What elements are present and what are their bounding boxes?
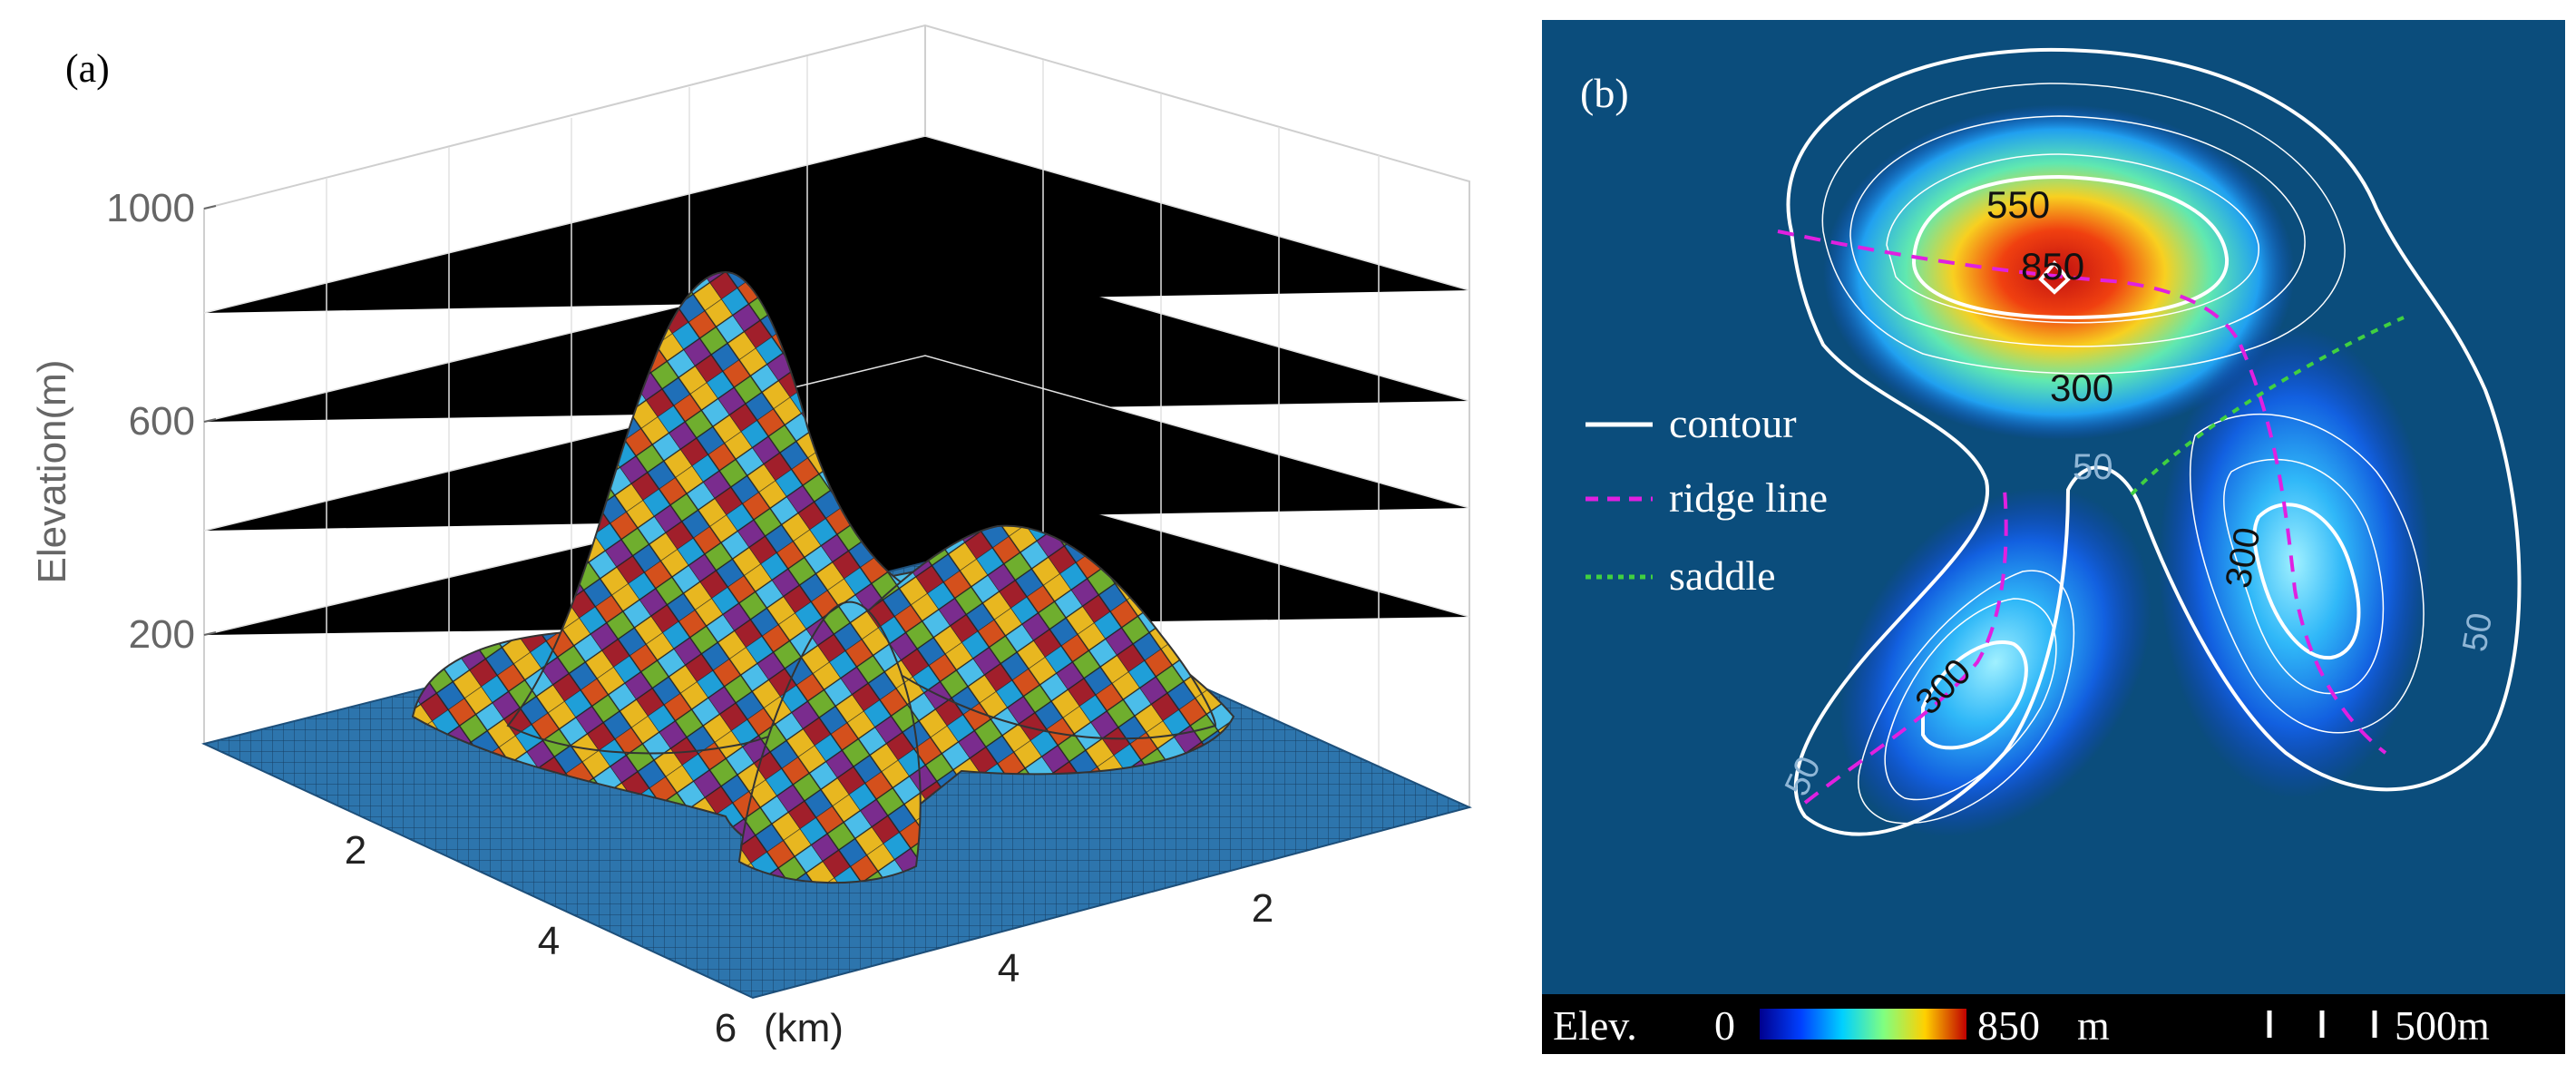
panel-a-label: (a) bbox=[65, 46, 110, 91]
y-tick-2: 2 bbox=[1252, 886, 1273, 931]
panel-a: (a) bbox=[30, 24, 1472, 1050]
z-tick-600: 600 bbox=[129, 399, 195, 444]
legend-saddle-label: saddle bbox=[1669, 552, 1776, 599]
z-tick-200: 200 bbox=[129, 612, 195, 657]
saddle-line bbox=[2130, 316, 2405, 496]
contour-300 bbox=[1911, 174, 2361, 750]
contour-thin bbox=[1821, 83, 2425, 825]
panel-b: 550 850 300 50 300 50 300 50 (b) contour… bbox=[1542, 20, 2565, 1054]
x-tick-2: 2 bbox=[345, 828, 366, 873]
axis-unit: (km) bbox=[764, 1006, 844, 1050]
surface-south-peak bbox=[737, 600, 922, 884]
y-tick-4: 4 bbox=[998, 946, 1020, 991]
contour-50-outer bbox=[1786, 47, 2522, 836]
legend-contour-label: contour bbox=[1669, 400, 1797, 446]
x-tick-6: 6 bbox=[715, 1006, 737, 1050]
colorbar-unit: m bbox=[2077, 1002, 2110, 1049]
legend: contour ridge line saddle bbox=[1586, 400, 1828, 599]
colorbar-min: 0 bbox=[1714, 1002, 1735, 1049]
panel-b-label: (b) bbox=[1580, 70, 1629, 116]
contour-label-550: 550 bbox=[1986, 183, 2050, 226]
ridge-lines bbox=[1777, 229, 2387, 805]
contour-label-50-east: 50 bbox=[2456, 610, 2501, 655]
south-peak-fill bbox=[1839, 487, 2152, 837]
z-axis-label: Elevation(m) bbox=[30, 360, 74, 584]
colorbar-label: Elev. bbox=[1553, 1002, 1637, 1049]
colorbar bbox=[1760, 1009, 1966, 1040]
x-tick-4: 4 bbox=[538, 919, 560, 963]
map-footer bbox=[1542, 994, 2565, 1054]
contour-label-300-main: 300 bbox=[2050, 366, 2113, 409]
colorbar-max: 850 bbox=[1977, 1002, 2040, 1049]
main-peak-fill bbox=[1823, 104, 2295, 440]
z-tick-1000: 1000 bbox=[106, 186, 195, 230]
scalebar bbox=[2267, 1011, 2377, 1038]
scalebar-label: 500m bbox=[2395, 1002, 2490, 1049]
surface-east-peak bbox=[842, 524, 1217, 740]
summit-contour bbox=[2038, 259, 2071, 295]
east-peak-fill bbox=[2159, 327, 2431, 798]
contour-label-850: 850 bbox=[2021, 245, 2084, 288]
contour-label-50-saddle: 50 bbox=[2073, 447, 2113, 487]
legend-ridge-label: ridge line bbox=[1669, 474, 1828, 521]
